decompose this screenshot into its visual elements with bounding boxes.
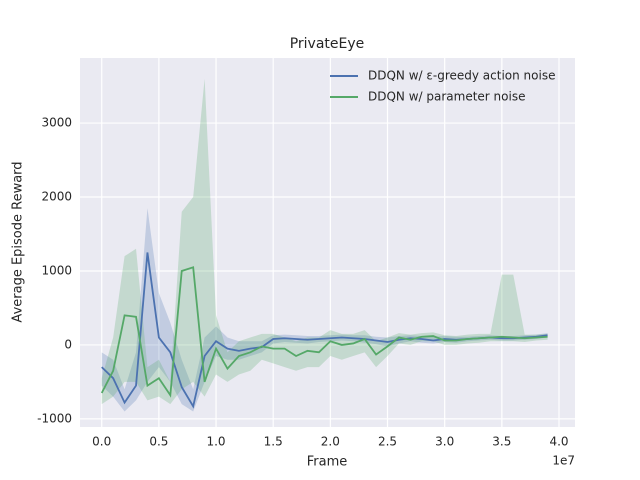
y-tick-label: 0 — [64, 337, 72, 351]
chart-title: PrivateEye — [290, 36, 365, 52]
x-tick-label: 1.0 — [206, 435, 225, 449]
x-tick-label: 2.5 — [378, 435, 397, 449]
x-tick-label: 0.5 — [149, 435, 168, 449]
x-tick-label: 3.0 — [435, 435, 454, 449]
y-tick-label: 2000 — [41, 190, 72, 204]
legend-label: DDQN w/ ε-greedy action noise — [368, 69, 555, 83]
confidence-band — [101, 78, 548, 405]
y-axis-label: Average Episode Reward — [11, 161, 26, 322]
confidence-band — [101, 208, 548, 412]
x-tick-label: 0.0 — [92, 435, 111, 449]
series-line — [100, 266, 548, 398]
x-tick-label: 4.0 — [549, 435, 568, 449]
x-tick-label: 2.0 — [321, 435, 340, 449]
x-offset-label: 1e7 — [552, 454, 575, 468]
y-tick-label: 3000 — [41, 116, 72, 130]
plot-area — [80, 58, 575, 427]
x-tick-label: 3.5 — [492, 435, 511, 449]
legend-label: DDQN w/ parameter noise — [368, 90, 525, 104]
y-tick-label: 1000 — [41, 263, 72, 277]
y-tick-label: -1000 — [37, 411, 72, 425]
x-axis-label: Frame — [307, 455, 348, 470]
x-tick-label: 1.5 — [264, 435, 283, 449]
